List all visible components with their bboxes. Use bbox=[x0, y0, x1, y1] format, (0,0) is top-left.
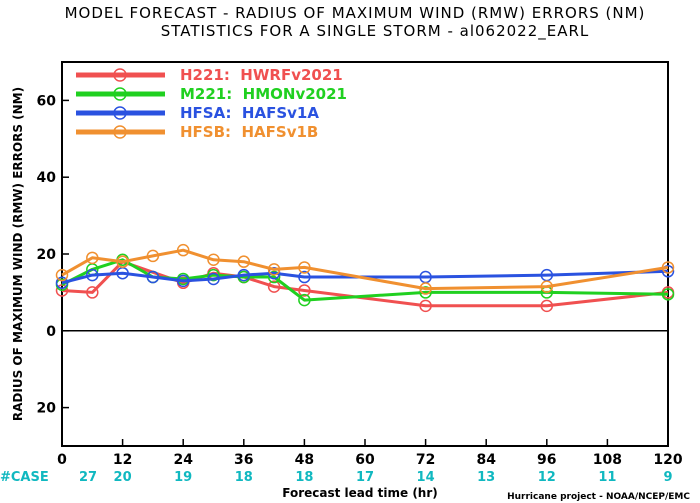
data-point bbox=[86, 251, 99, 265]
x-tick-label: 24 bbox=[173, 452, 193, 468]
y-tick-label: 60 bbox=[37, 93, 57, 109]
data-point bbox=[298, 270, 311, 284]
data-point bbox=[116, 255, 129, 268]
legend-marker bbox=[113, 68, 127, 82]
case-label: #CASE bbox=[0, 470, 49, 485]
case-count: 18 bbox=[235, 470, 253, 485]
y-tick-label: 20 bbox=[37, 247, 57, 263]
legend-marker bbox=[113, 106, 127, 120]
y-tick-label: 20 bbox=[37, 401, 57, 417]
x-tick-label: 96 bbox=[537, 452, 556, 468]
case-count: 27 bbox=[79, 470, 97, 485]
data-point bbox=[55, 268, 69, 282]
legend-entry: HFSA: HAFSv1A bbox=[180, 104, 319, 122]
data-point bbox=[146, 249, 160, 263]
data-point bbox=[419, 299, 432, 313]
x-tick-label: 12 bbox=[113, 452, 132, 468]
data-point bbox=[540, 280, 554, 293]
legend-entry: M221: HMONv2021 bbox=[180, 85, 347, 103]
data-point bbox=[207, 272, 220, 286]
plot-area bbox=[61, 61, 669, 447]
data-point bbox=[540, 299, 554, 313]
x-tick-label: 60 bbox=[355, 452, 375, 468]
data-point bbox=[419, 282, 432, 295]
y-axis-label: RADIUS OF MAXIMUM WIND (RMW) ERRORS (NM) bbox=[11, 87, 25, 421]
case-count: 19 bbox=[174, 470, 192, 485]
data-point bbox=[267, 270, 281, 284]
legend-entry: H221: HWRFv2021 bbox=[180, 66, 343, 84]
chart-title: MODEL FORECAST - RADIUS OF MAXIMUM WIND … bbox=[65, 4, 646, 22]
x-tick-label: 120 bbox=[653, 452, 682, 468]
case-count: 13 bbox=[477, 470, 495, 485]
data-point bbox=[207, 253, 220, 267]
x-tick-label: 36 bbox=[234, 452, 253, 468]
case-counts: #CASE 27 20 19 18 18 17 14 13 12 11 9 bbox=[0, 470, 673, 485]
case-count: 20 bbox=[114, 470, 132, 485]
legend-marker bbox=[113, 87, 127, 101]
data-point bbox=[267, 280, 281, 293]
y-tick-label: 0 bbox=[46, 324, 56, 340]
legend-entry: HFSB: HAFSv1B bbox=[180, 123, 318, 141]
data-point bbox=[176, 243, 190, 257]
case-count: 9 bbox=[663, 470, 672, 485]
data-point bbox=[419, 286, 432, 299]
x-tick-label: 48 bbox=[295, 452, 314, 468]
x-tick-label: 0 bbox=[57, 452, 67, 468]
data-point bbox=[661, 261, 675, 274]
case-count: 11 bbox=[598, 470, 616, 485]
data-point bbox=[298, 293, 311, 307]
data-point bbox=[86, 268, 99, 282]
data-point bbox=[298, 284, 311, 297]
ticks-layer: 0 12 24 36 48 60 72 84 96 108 120 20 0 20 40 60 bbox=[37, 93, 683, 468]
x-tick-label: 84 bbox=[476, 452, 496, 468]
data-point bbox=[55, 276, 69, 290]
case-count: 17 bbox=[356, 470, 374, 485]
x-tick-label: 108 bbox=[593, 452, 622, 468]
chart-subtitle: STATISTICS FOR A SINGLE STORM - al062022… bbox=[161, 22, 590, 41]
data-point bbox=[298, 261, 311, 274]
data-point bbox=[661, 265, 675, 278]
case-count: 18 bbox=[295, 470, 313, 485]
x-axis-label: Forecast lead time (hr) bbox=[282, 486, 438, 500]
data-point bbox=[237, 268, 251, 282]
data-point bbox=[176, 274, 190, 288]
credit-text: Hurricane project - NOAA/NCEP/EMC bbox=[507, 492, 690, 502]
data-point bbox=[237, 255, 251, 268]
data-point bbox=[267, 266, 281, 280]
legend-marker bbox=[113, 125, 127, 139]
x-tick-label: 72 bbox=[416, 452, 435, 468]
case-count: 12 bbox=[538, 470, 556, 485]
data-point bbox=[86, 286, 99, 299]
data-point bbox=[55, 284, 69, 297]
data-point bbox=[267, 263, 281, 276]
data-point bbox=[146, 270, 160, 284]
case-count: 14 bbox=[417, 470, 435, 485]
data-point bbox=[207, 268, 220, 282]
series-layer bbox=[55, 243, 675, 313]
series-line bbox=[61, 260, 669, 308]
series-line bbox=[61, 258, 669, 302]
y-tick-label: 40 bbox=[37, 170, 57, 186]
data-point bbox=[661, 288, 675, 301]
